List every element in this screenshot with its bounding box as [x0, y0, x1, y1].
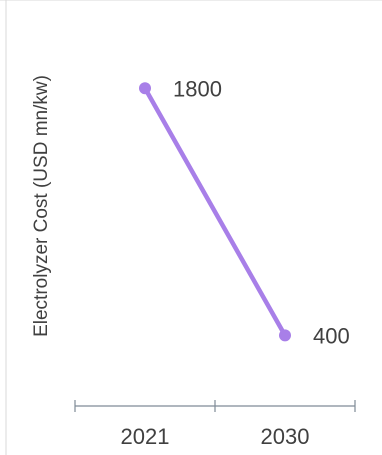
- y-axis-label: Electrolyzer Cost (USD mn/kw): [31, 75, 52, 337]
- data-point-2030: [279, 329, 291, 342]
- series-layer: 1800 400: [139, 76, 350, 348]
- x-tick-label-2030: 2030: [261, 424, 310, 449]
- data-label-2030: 400: [313, 323, 350, 348]
- data-point-2021: [139, 82, 151, 95]
- series-line-0: [142, 86, 288, 338]
- data-label-2021: 1800: [173, 76, 222, 101]
- x-tick-label-2021: 2021: [121, 424, 170, 449]
